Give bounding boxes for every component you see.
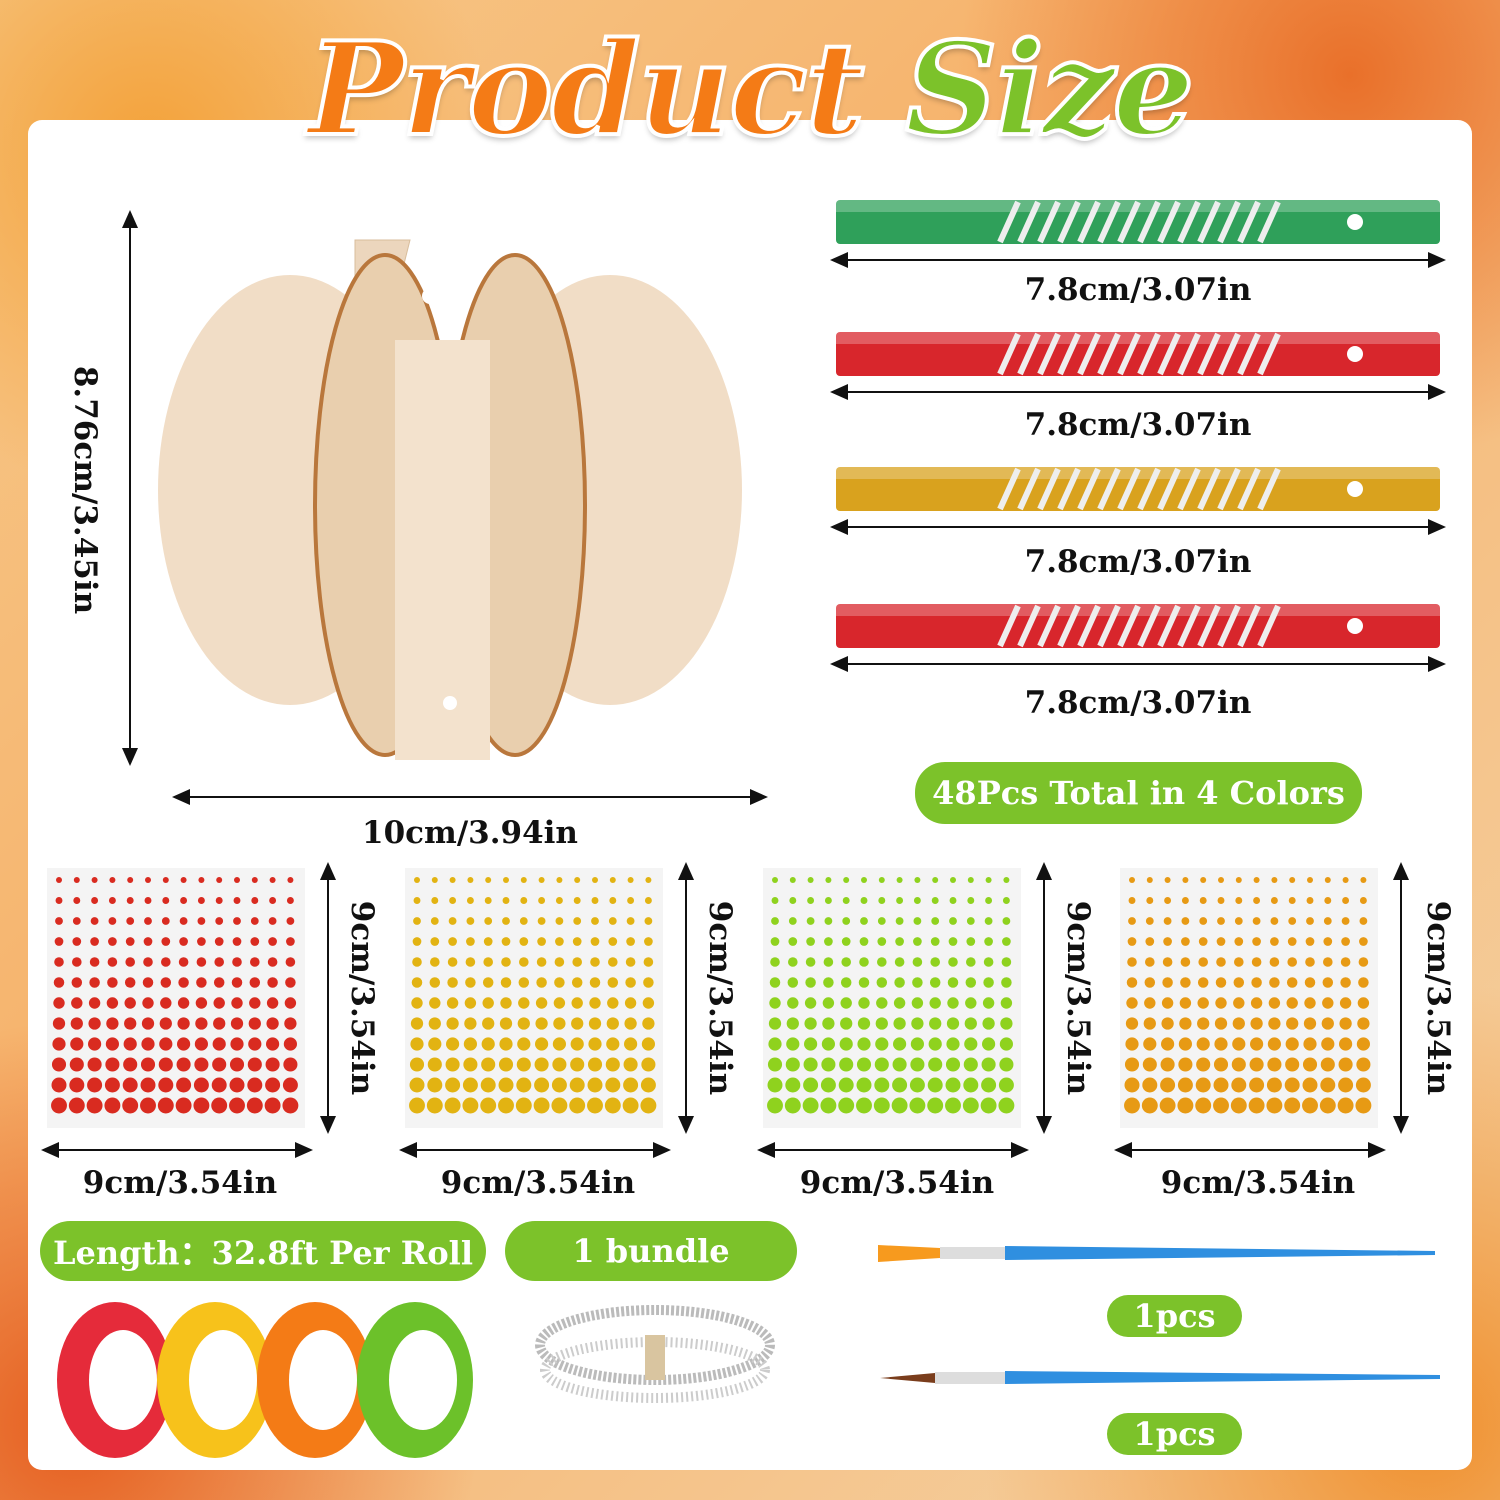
sheet-width-label: 9cm/3.54in <box>440 1165 636 1201</box>
ribbon-rolls <box>57 1302 473 1458</box>
tube-size-label: 7.8cm/3.07in <box>1024 544 1252 580</box>
aluminum-tube <box>830 332 1446 400</box>
sheet-height-label: 9cm/3.54in <box>1060 900 1096 1096</box>
brush-count-badge: 1pcs <box>1107 1413 1242 1455</box>
tubes-total-badge: 48Pcs Total in 4 Colors <box>915 762 1362 824</box>
tube-size-label: 7.8cm/3.07in <box>1024 685 1252 721</box>
rhinestone-sheet <box>1114 862 1409 1158</box>
pumpkin-height-label: 8.76cm/3.45in <box>67 365 103 615</box>
sheet-height-label: 9cm/3.54in <box>344 900 380 1096</box>
flat-brush <box>878 1245 1435 1262</box>
round-brush <box>880 1371 1440 1384</box>
silver-thread-bundle <box>535 1305 775 1403</box>
ribbon-length-badge: Length：32.8ft Per Roll <box>40 1221 486 1281</box>
rhinestone-sheet <box>41 862 336 1158</box>
rhinestone-sheet <box>399 862 694 1158</box>
aluminum-tube <box>830 200 1446 268</box>
tube-size-label: 7.8cm/3.07in <box>1024 407 1252 443</box>
sheet-height-label: 9cm/3.54in <box>702 900 738 1096</box>
sheet-width-label: 9cm/3.54in <box>82 1165 278 1201</box>
sheet-width-label: 9cm/3.54in <box>799 1165 995 1201</box>
thread-bundle-badge: 1 bundle <box>505 1221 797 1281</box>
aluminum-tube <box>830 604 1446 672</box>
brush-count-badge: 1pcs <box>1107 1295 1242 1337</box>
page-title: Product Size <box>306 13 1196 167</box>
aluminum-tube <box>830 467 1446 535</box>
sheet-width-label: 9cm/3.54in <box>1160 1165 1356 1201</box>
pumpkin-width-label: 10cm/3.94in <box>362 815 578 851</box>
pumpkin-image <box>158 239 742 760</box>
tube-size-label: 7.8cm/3.07in <box>1024 272 1252 308</box>
sheet-height-label: 9cm/3.54in <box>1420 900 1456 1096</box>
rhinestone-sheet <box>757 862 1052 1158</box>
